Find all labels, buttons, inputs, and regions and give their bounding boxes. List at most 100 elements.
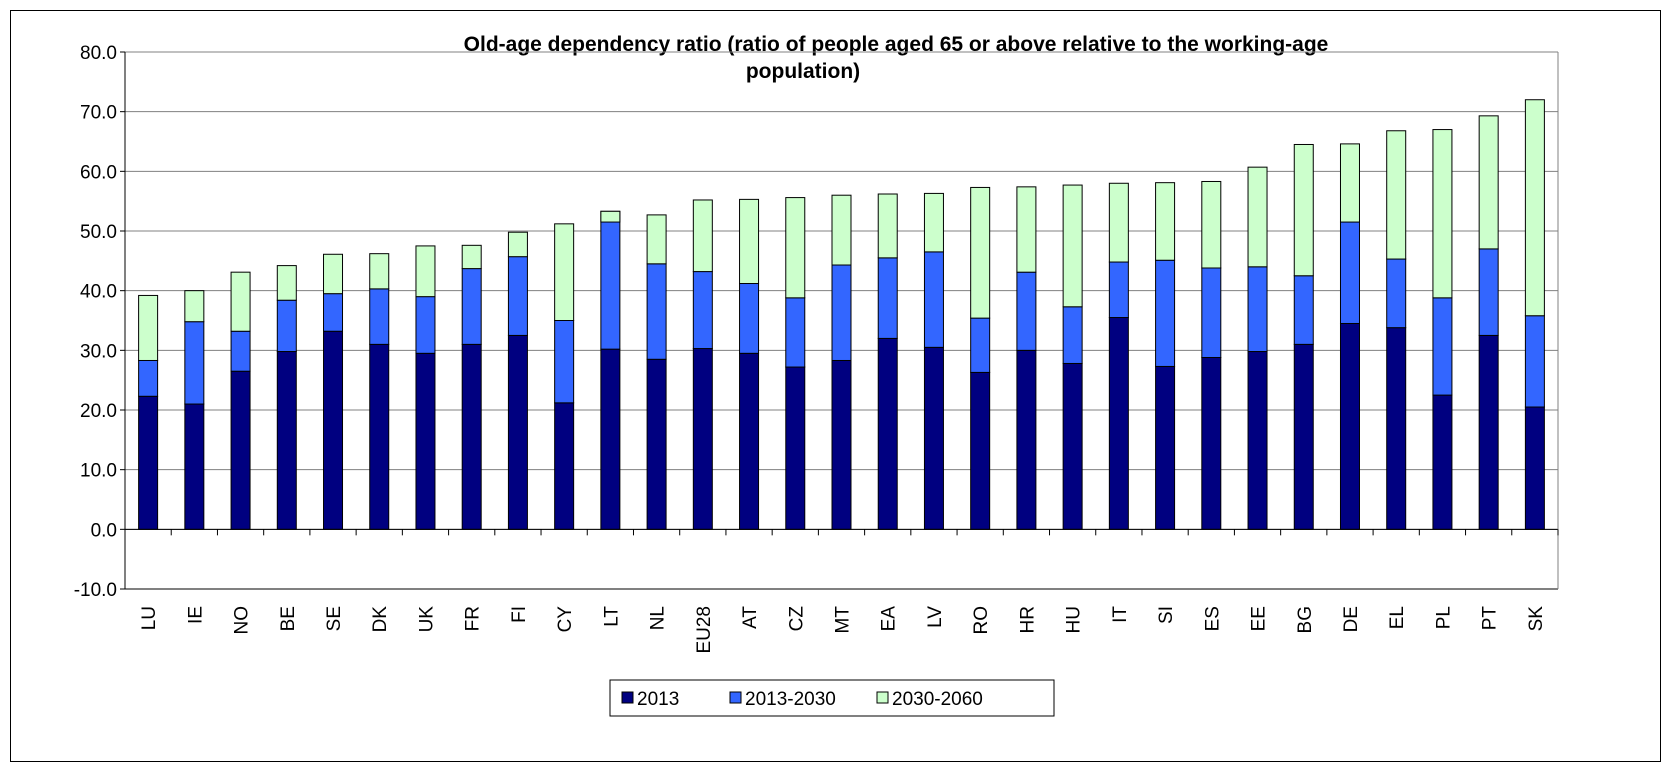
bar-IT-2013 [1108, 317, 1129, 530]
chart-title: Old-age dependency ratio (ratio of peopl… [464, 33, 1329, 83]
bar-DE-2030-2060 [1339, 143, 1360, 223]
title-line-1: Old-age dependency ratio (ratio of peopl… [464, 33, 1329, 56]
bar-LU-2013-2030 [138, 359, 159, 397]
category-label-NL: NL [648, 606, 669, 630]
category-label-LT: LT [601, 606, 622, 627]
bar-CZ-2013-2030 [785, 297, 806, 368]
bar-EE-2030-2060 [1247, 166, 1268, 268]
bar-EA-2013 [877, 337, 898, 530]
bar-NO-2013 [230, 370, 251, 530]
bar-ES-2013 [1201, 356, 1222, 530]
category-label-HR: HR [1017, 606, 1038, 633]
legend-box [609, 679, 1055, 717]
category-label-NO: NO [232, 606, 253, 635]
bar-SI-2013 [1155, 365, 1176, 530]
bar-FI-2013-2030 [507, 256, 528, 336]
legend: 2013 2013-2030 2030-2060 [609, 679, 1055, 717]
category-label-PT: PT [1480, 606, 1501, 631]
bar-UK-2013-2030 [415, 296, 436, 354]
bar-HR-2013-2030 [1016, 271, 1037, 351]
category-label-FR: FR [463, 606, 484, 631]
bar-NO-2030-2060 [230, 271, 251, 332]
bar-IE-2030-2060 [184, 290, 205, 323]
bar-DK-2013-2030 [369, 288, 390, 345]
category-label-AT: AT [740, 606, 761, 629]
bar-EA-2013-2030 [877, 257, 898, 339]
y-axis-ticks: 80.0 70.0 60.0 50.0 40.0 30.0 20.0 10.0 0.0 -10.0 [74, 43, 125, 601]
bar-FR-2030-2060 [461, 244, 482, 270]
category-label-PL: PL [1433, 606, 1454, 629]
category-label-BE: BE [278, 606, 299, 631]
bar-BG-2013-2030 [1293, 275, 1314, 345]
legend-swatch-2013-2030 [729, 691, 742, 704]
bar-EU28-2013 [692, 348, 713, 530]
bar-EL-2013-2030 [1386, 258, 1407, 329]
bar-CY-2013 [554, 402, 575, 530]
bar-MT-2013 [831, 359, 852, 530]
y-tick-label: -10.0 [74, 580, 117, 601]
bar-LT-2013 [600, 348, 621, 530]
category-label-ES: ES [1202, 606, 1223, 631]
y-tick-label: 40.0 [80, 282, 117, 303]
y-tick-label: 60.0 [80, 162, 117, 183]
bar-SE-2013 [323, 330, 344, 530]
bar-IT-2013-2030 [1108, 261, 1129, 319]
bar-EA-2030-2060 [877, 193, 898, 259]
bar-IE-2013-2030 [184, 321, 205, 405]
bar-BE-2030-2060 [276, 265, 297, 301]
category-label-CY: CY [555, 606, 576, 633]
bar-DK-2013 [369, 343, 390, 530]
bar-NL-2030-2060 [646, 214, 667, 265]
bar-LU-2013 [138, 395, 159, 530]
bar-RO-2030-2060 [970, 186, 991, 319]
y-tick-label: 30.0 [80, 341, 117, 362]
bar-MT-2013-2030 [831, 264, 852, 361]
bar-IT-2030-2060 [1108, 182, 1129, 263]
bar-RO-2013 [970, 371, 991, 530]
axes [124, 52, 1559, 590]
bar-chart: Old-age dependency ratio (ratio of peopl… [74, 33, 1559, 717]
category-label-HU: HU [1064, 606, 1085, 633]
x-axis-categories: LU IE NO BE SE DK UK FR FI CY LT NL EU28 AT CZ MT EA LV RO… [139, 606, 1547, 654]
y-tick-label: 80.0 [80, 43, 117, 64]
bar-DK-2030-2060 [369, 253, 390, 290]
bar-SE-2030-2060 [323, 253, 344, 295]
bar-NL-2013 [646, 358, 667, 530]
bar-LV-2013-2030 [923, 251, 944, 348]
category-label-SE: SE [324, 606, 345, 631]
bar-CZ-2013 [785, 366, 806, 530]
bar-NL-2013-2030 [646, 263, 667, 360]
category-label-DK: DK [370, 606, 391, 633]
category-label-SI: SI [1156, 606, 1177, 624]
bar-PL-2013-2030 [1432, 297, 1453, 396]
bar-HR-2030-2060 [1016, 186, 1037, 273]
bar-UK-2030-2060 [415, 245, 436, 298]
bar-FR-2013 [461, 343, 482, 530]
bar-LT-2013-2030 [600, 210, 621, 350]
bar-HU-2013 [1062, 362, 1083, 530]
bar-SI-2013-2030 [1155, 259, 1176, 367]
bar-SK-2013-2030 [1524, 315, 1545, 408]
bar-CY-2013-2030 [554, 320, 575, 404]
bars [138, 99, 1545, 530]
bar-SI-2030-2060 [1155, 182, 1176, 261]
bar-FR-2013-2030 [461, 268, 482, 345]
category-label-IE: IE [185, 606, 206, 624]
bar-EL-2030-2060 [1386, 130, 1407, 260]
legend-label-2013-2030: 2013-2030 [745, 689, 836, 710]
title-line-2: population) [746, 60, 860, 83]
bar-EU28-2013-2030 [692, 271, 713, 350]
legend-label-2013: 2013 [637, 689, 679, 710]
bar-CZ-2030-2060 [785, 197, 806, 299]
bar-EE-2013 [1247, 351, 1268, 530]
bar-ES-2013-2030 [1201, 267, 1222, 358]
y-tick-label: 0.0 [91, 520, 117, 541]
bar-LV-2013 [923, 346, 944, 530]
legend-swatch-2030-2060 [876, 691, 889, 704]
bar-IE-2013 [184, 403, 205, 530]
category-label-LV: LV [925, 606, 946, 628]
bar-BE-2013 [276, 351, 297, 530]
bar-HU-2013-2030 [1062, 306, 1083, 364]
category-label-EU28: EU28 [694, 606, 715, 654]
legend-label-2030-2060: 2030-2060 [892, 689, 983, 710]
